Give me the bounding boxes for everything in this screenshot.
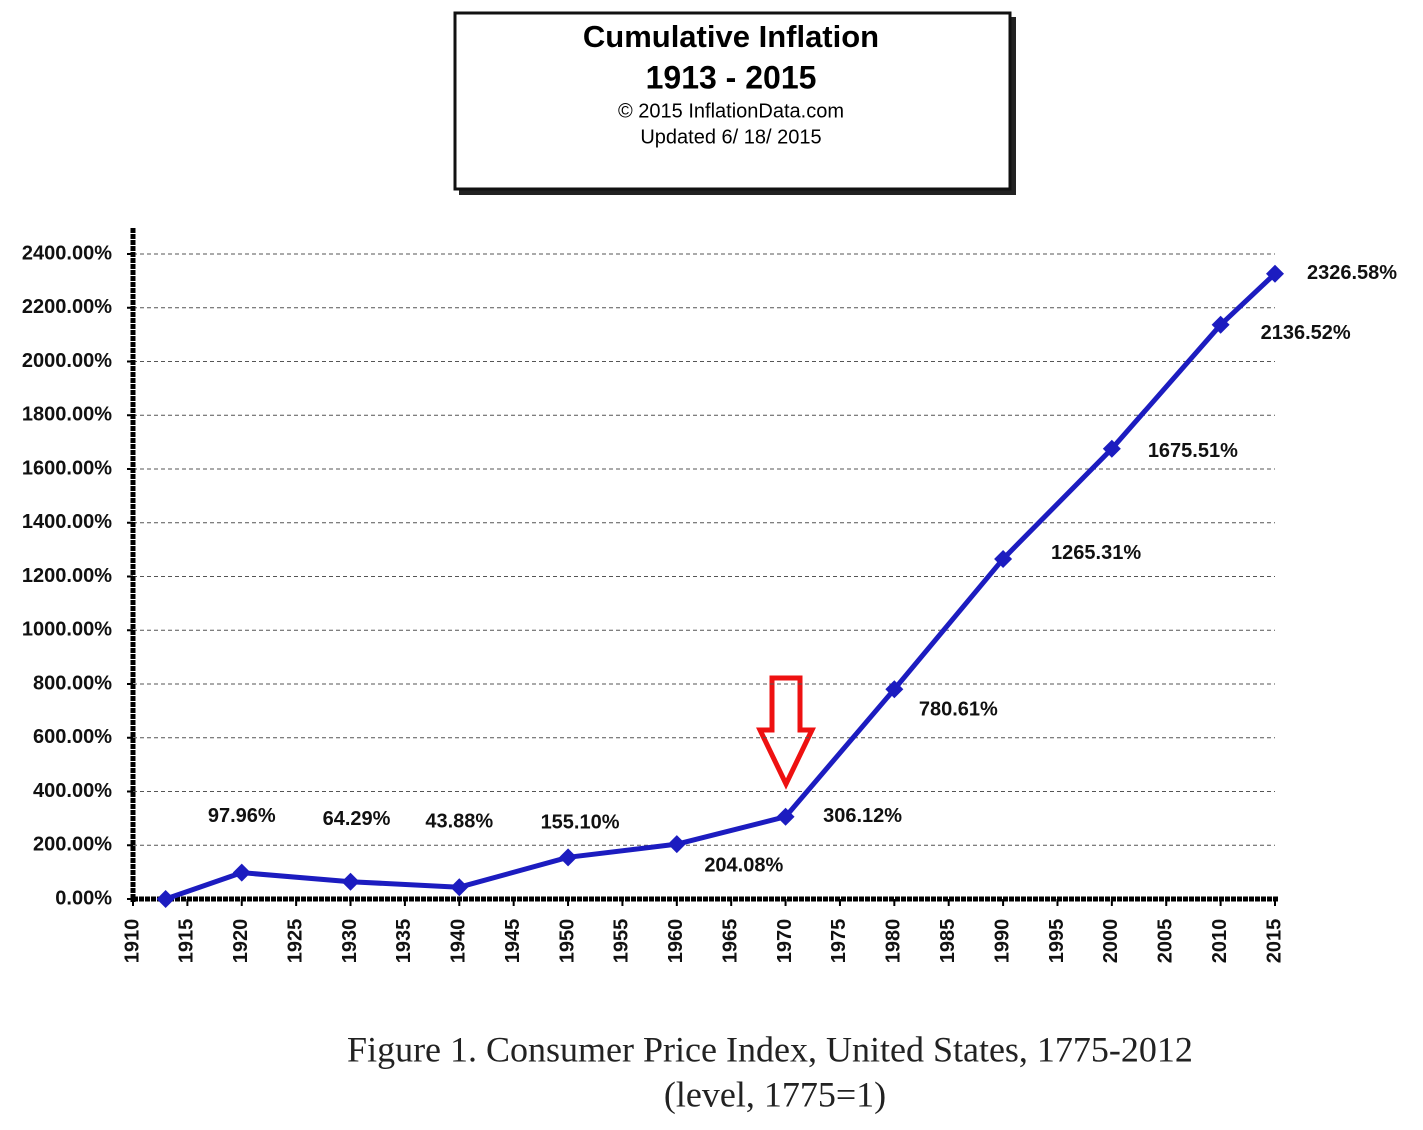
data-label: 43.88% [425,810,493,832]
marker [776,807,795,826]
y-tick-label: 1000.00% [22,619,112,641]
marker [559,848,578,867]
marker [341,872,360,891]
data-label: 780.61% [919,698,998,720]
y-tick-label: 0.00% [55,887,112,909]
chart-subtitle: 1913 - 2015 [646,59,817,95]
x-tick-label: 2015 [1263,919,1285,964]
data-label: 1265.31% [1051,542,1141,564]
marker [667,835,686,854]
data-label: 2136.52% [1261,322,1351,344]
x-tick-label: 1925 [284,919,306,964]
marker [1266,264,1284,283]
data-label: 1675.51% [1148,440,1238,462]
x-tick-label: 1935 [393,919,415,964]
y-tick-label: 2400.00% [22,242,112,264]
annotation-arrow [756,675,816,790]
chart-title: Cumulative Inflation [583,19,879,54]
x-tick-label: 1975 [828,919,850,964]
x-tick-label: 1960 [665,919,687,964]
x-tick-label: 1950 [556,919,578,964]
x-tick-label: 1945 [502,919,524,964]
y-tick-label: 1200.00% [22,565,112,587]
series-line [164,271,1277,902]
y-tick-label: 1600.00% [22,457,112,479]
x-tick-label: 1930 [339,919,361,964]
caption: Figure 1. Consumer Price Index, United S… [347,1029,1193,1069]
x-tick-label: 1940 [448,919,470,964]
x-tick-label: 1990 [991,919,1013,964]
x-tick-label: 1920 [230,919,252,964]
marker [885,680,904,699]
x-tick-label: 1980 [883,919,905,964]
data-label: 2326.58% [1307,262,1397,284]
x-tick-label: 2005 [1155,919,1177,964]
title-box [453,11,1012,191]
y-tick-label: 800.00% [33,672,112,694]
x-tick-label: 1965 [719,919,741,964]
x-tick-label: 1985 [937,919,959,964]
data-label: 306.12% [823,805,902,827]
y-tick-label: 400.00% [33,780,112,802]
x-tick-label: 1910 [121,919,143,964]
caption: (level, 1775=1) [664,1074,886,1114]
y-tick-label: 600.00% [33,726,112,748]
y-tick-label: 1400.00% [22,511,112,533]
marker [156,890,175,908]
marker [1102,439,1121,458]
data-label: 97.96% [208,805,276,827]
x-tick-label: 1915 [176,919,198,964]
x-tick-label: 2000 [1100,919,1122,964]
marker [1211,315,1230,334]
data-label: 204.08% [704,854,783,876]
y-tick-label: 200.00% [33,834,112,856]
x-tick-label: 2010 [1209,919,1231,964]
note: Updated 6/ 18/ 2015 [640,126,821,148]
data-label: 64.29% [323,808,391,830]
x-tick-label: 1995 [1046,919,1068,964]
marker [450,878,469,897]
y-tick-label: 2000.00% [22,350,112,372]
marker [232,863,251,882]
y-tick-label: 2200.00% [22,296,112,318]
marker [994,549,1013,568]
x-tick-label: 1955 [611,919,633,964]
data-label: 155.10% [541,812,620,834]
note: © 2015 InflationData.com [618,100,844,122]
y-tick-label: 1800.00% [22,404,112,426]
x-tick-label: 1970 [774,919,796,964]
